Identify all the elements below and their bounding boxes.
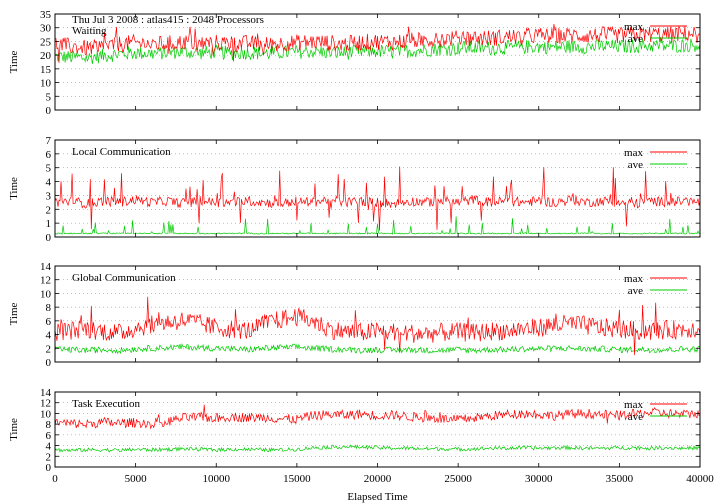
legend-label-max: max [624,273,643,285]
y-axis-title: Time [8,50,20,73]
series-line-max [55,24,700,63]
series-line-max [55,404,700,430]
y-tick-label: 6 [46,149,52,161]
y-tick-label: 15 [40,64,52,76]
y-tick-label: 2 [46,451,52,463]
x-tick-label: 10000 [203,473,231,485]
y-tick-label: 4 [46,330,52,342]
series-line-ave [55,38,700,65]
y-tick-label: 7 [46,135,52,147]
panel-title: Local Communication [72,146,171,158]
y-tick-label: 14 [40,261,52,273]
x-tick-label: 25000 [444,473,472,485]
panel-title: Waiting [72,25,107,37]
legend-label-ave: ave [628,411,643,423]
x-tick-label: 35000 [606,473,634,485]
x-tick-label: 0 [52,473,58,485]
y-tick-label: 0 [46,105,52,117]
legend-label-max: max [624,399,643,411]
legend-label-max: max [624,147,643,159]
plot-frame [54,13,701,111]
x-tick-label: 5000 [125,473,148,485]
y-tick-label: 0 [46,357,52,369]
series-line-max [55,296,700,356]
x-tick-label: 20000 [364,473,392,485]
y-tick-label: 5 [46,91,52,103]
y-tick-label: 6 [46,430,52,442]
x-tick-label: 40000 [686,473,714,485]
plot-frame [54,391,701,468]
y-tick-label: 0 [46,232,52,244]
x-tick-label: 30000 [525,473,553,485]
y-axis-title: Time [8,177,20,200]
series-line-ave [55,343,700,355]
y-tick-label: 6 [46,316,52,328]
y-tick-label: 4 [46,441,52,453]
y-tick-label: 1 [46,218,52,230]
y-axis-title: Time [8,418,20,441]
series-line-ave [55,444,700,453]
y-axis-title: Time [8,302,20,325]
legend-label-ave: ave [628,285,643,297]
y-tick-label: 10 [40,408,52,420]
y-tick-label: 35 [40,9,52,21]
legend-label-ave: ave [628,33,643,45]
y-tick-label: 14 [40,387,52,399]
y-tick-label: 2 [46,343,52,355]
x-axis-title: Elapsed Time [347,491,407,503]
y-tick-label: 20 [40,50,52,62]
x-tick-label: 15000 [283,473,311,485]
y-tick-label: 30 [40,23,52,35]
series-line-ave [55,216,700,235]
legend-label-ave: ave [628,159,643,171]
legend-label-max: max [624,21,643,33]
y-tick-label: 3 [46,190,52,202]
y-tick-label: 0 [46,462,52,474]
y-tick-label: 8 [46,302,52,314]
y-tick-label: 10 [40,288,52,300]
panel-title: Global Communication [72,272,176,284]
figure-header: Thu Jul 3 2008 : atlas415 : 2048 Process… [72,14,264,26]
y-tick-label: 4 [46,177,52,189]
y-tick-label: 10 [40,78,52,90]
series-line-max [55,166,700,231]
panel-title: Task Execution [72,398,140,410]
y-tick-label: 8 [46,419,52,431]
y-tick-label: 12 [40,398,51,410]
y-tick-label: 2 [46,204,52,216]
y-tick-label: 25 [40,36,52,48]
y-tick-label: 12 [40,275,51,287]
y-tick-label: 5 [46,163,52,175]
